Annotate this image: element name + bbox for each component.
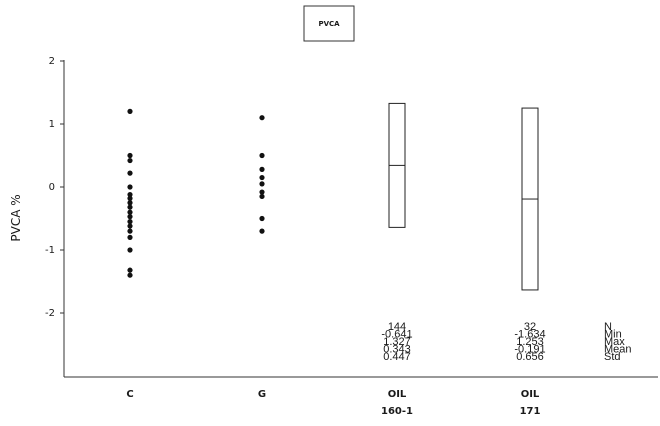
data-point xyxy=(259,181,265,187)
data-point xyxy=(127,228,133,234)
data-point xyxy=(127,152,133,159)
data-point xyxy=(127,195,133,201)
data-point xyxy=(127,200,133,206)
data-point xyxy=(127,157,133,164)
chart-title: PVCA xyxy=(318,20,340,28)
stat-value: 1.253 xyxy=(516,336,544,348)
y-tick-label: -2 xyxy=(45,308,55,319)
data-point xyxy=(127,214,133,220)
stat-value: 1.327 xyxy=(383,336,411,348)
stat-value: 0.656 xyxy=(516,351,544,363)
stat-value: 32 xyxy=(524,321,536,333)
stat-value: -1.634 xyxy=(514,329,545,341)
data-point xyxy=(127,247,133,253)
data-point xyxy=(127,108,133,114)
y-ticks: 2 1 0 -1 -2 xyxy=(45,56,64,319)
stat-value: -0.641 xyxy=(381,329,412,341)
x-category-sublabel: 160-1 xyxy=(381,406,413,417)
data-point xyxy=(259,215,265,222)
y-axis-label: PVCA % xyxy=(9,194,23,241)
data-point xyxy=(127,170,133,176)
data-point xyxy=(259,166,265,172)
x-category-label: C xyxy=(126,389,133,400)
y-tick-label: 0 xyxy=(49,182,55,193)
stat-label: Min xyxy=(604,329,622,341)
x-axis-labels: C G OIL 160-1 OIL 171 xyxy=(126,389,540,417)
data-point xyxy=(127,234,133,240)
x-category-label: OIL xyxy=(521,389,540,400)
stat-label: Mean xyxy=(604,344,632,356)
stat-label: Max xyxy=(604,336,625,348)
y-tick-label: 2 xyxy=(49,56,55,67)
data-point xyxy=(127,267,133,273)
data-point xyxy=(259,152,265,159)
data-point xyxy=(259,228,265,234)
data-point xyxy=(127,272,133,278)
data-point xyxy=(127,191,133,198)
data-point xyxy=(127,204,133,210)
x-category-label: G xyxy=(258,389,266,400)
stat-value: 144 xyxy=(388,321,406,333)
axes xyxy=(63,60,658,378)
data-point xyxy=(127,184,133,190)
x-category-sublabel: 171 xyxy=(520,406,541,417)
stat-value: 0.447 xyxy=(383,351,411,363)
stat-label: Std xyxy=(604,351,621,363)
stat-value: -0.191 xyxy=(514,344,545,356)
data-point xyxy=(127,223,133,229)
y-tick-label: 1 xyxy=(49,119,55,130)
chart-title-box: PVCA xyxy=(303,5,355,42)
data-point xyxy=(127,219,133,225)
data-point xyxy=(259,193,265,200)
data-point xyxy=(259,189,265,195)
y-tick-label: -1 xyxy=(45,245,55,256)
chart-marks xyxy=(127,102,539,291)
data-point xyxy=(259,115,265,121)
stat-value: 0.343 xyxy=(383,344,411,356)
x-category-label: OIL xyxy=(388,389,407,400)
data-point xyxy=(127,209,133,215)
stat-label: N xyxy=(604,321,612,333)
data-point xyxy=(259,174,265,181)
